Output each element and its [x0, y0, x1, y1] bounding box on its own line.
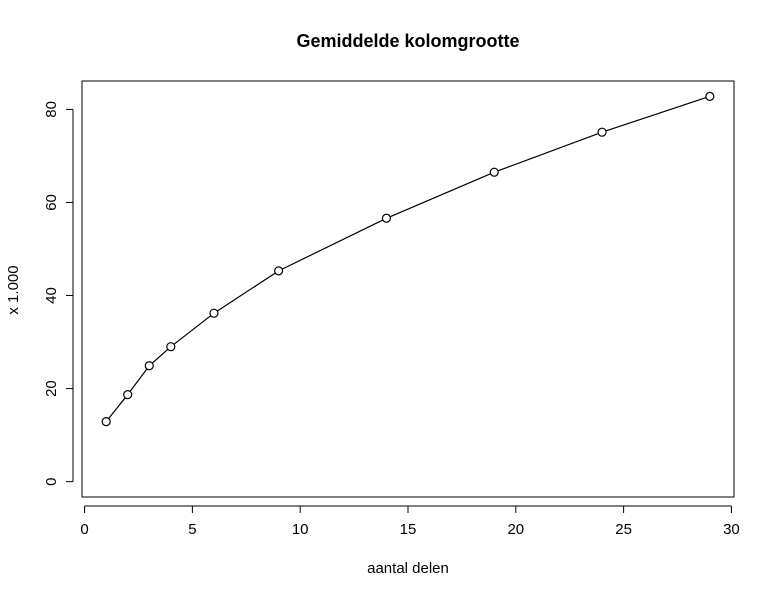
x-axis-label: aantal delen [367, 560, 449, 577]
point [489, 167, 499, 177]
point [166, 342, 176, 352]
plot-box [81, 80, 735, 498]
y-tick-label: 80 [43, 101, 60, 118]
series-line [105, 95, 711, 422]
point [381, 213, 392, 223]
point [209, 308, 219, 318]
y-tick-label: 40 [43, 287, 60, 304]
x-tick-label: 15 [400, 521, 417, 538]
point [705, 91, 715, 101]
point [274, 266, 284, 276]
y-tick-label: 20 [43, 380, 60, 397]
x-tick-label: 20 [507, 521, 524, 538]
x-tick-label: 25 [615, 521, 632, 538]
x-tick-label: 10 [292, 521, 309, 538]
y-tick-label: 60 [43, 194, 60, 211]
x-tick-label: 30 [723, 521, 740, 538]
x-tick-label: 0 [80, 521, 88, 538]
point [123, 390, 133, 400]
y-tick-label: 0 [43, 477, 60, 485]
x-tick-label: 5 [188, 521, 196, 538]
chart-title: Gemiddelde kolomgrootte [296, 31, 519, 51]
point [597, 127, 607, 137]
point [144, 361, 154, 371]
y-axis-label: x 1.000 [5, 265, 22, 314]
point [101, 417, 111, 427]
